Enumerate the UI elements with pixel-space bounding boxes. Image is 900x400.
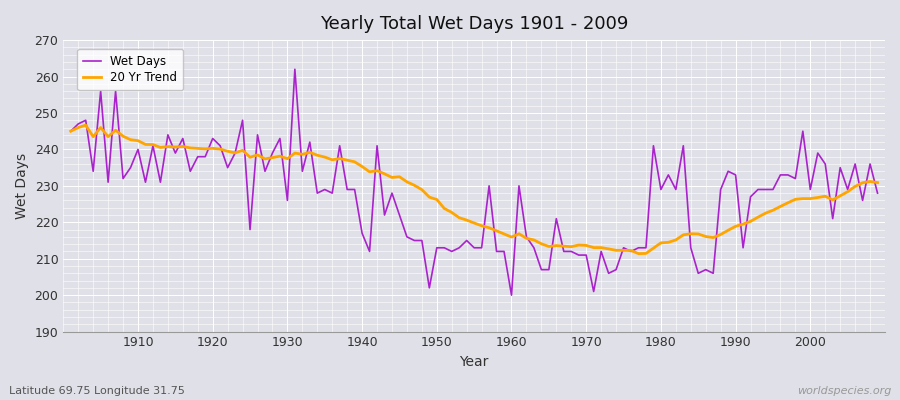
20 Yr Trend [514,231,525,236]
Title: Yearly Total Wet Days 1901 - 2009: Yearly Total Wet Days 1901 - 2009 [320,15,628,33]
Wet Days [66,129,77,134]
Legend: Wet Days, 20 Yr Trend: Wet Days, 20 Yr Trend [77,49,184,90]
20 Yr Trend [506,235,517,240]
Wet Days [342,187,353,192]
Wet Days [514,184,525,188]
20 Yr Trend [633,251,643,256]
20 Yr Trend [66,129,77,134]
20 Yr Trend [80,123,91,128]
20 Yr Trend [603,246,614,251]
Wet Days [521,234,532,239]
Text: Latitude 69.75 Longitude 31.75: Latitude 69.75 Longitude 31.75 [9,386,184,396]
20 Yr Trend [342,158,353,162]
20 Yr Trend [132,138,143,143]
Wet Days [297,169,308,174]
Wet Days [611,267,622,272]
X-axis label: Year: Year [460,355,489,369]
20 Yr Trend [297,152,308,157]
Wet Days [290,67,301,72]
Line: Wet Days: Wet Days [71,69,878,295]
Wet Days [125,165,136,170]
Wet Days [506,293,517,298]
Text: worldspecies.org: worldspecies.org [796,386,891,396]
Y-axis label: Wet Days: Wet Days [15,153,29,219]
Line: 20 Yr Trend: 20 Yr Trend [71,125,878,254]
Wet Days [872,191,883,196]
20 Yr Trend [872,180,883,185]
